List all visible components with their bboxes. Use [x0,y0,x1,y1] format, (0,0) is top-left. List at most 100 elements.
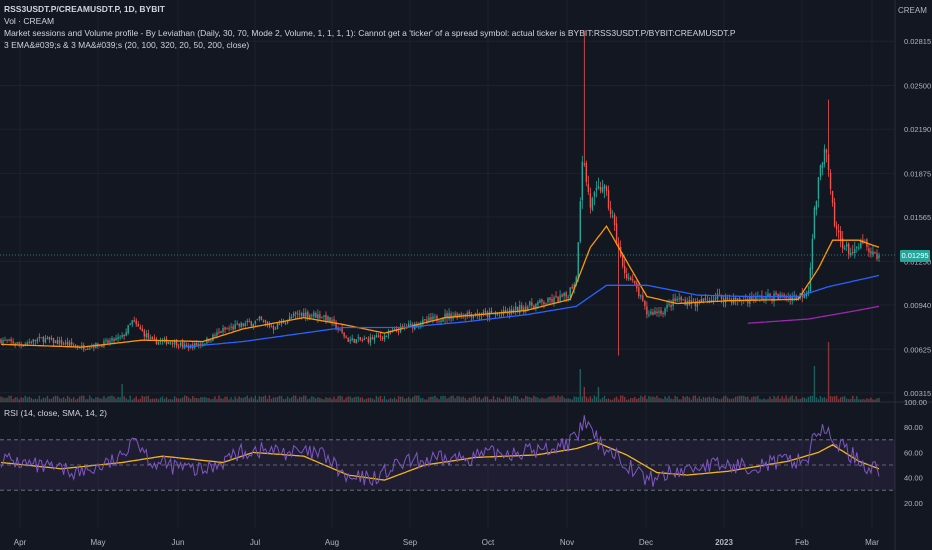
candle-body [339,329,341,331]
volume-bar [77,398,79,402]
volume-bar [547,397,549,402]
volume-profile-legend[interactable]: Market sessions and Volume profile - By … [4,28,736,38]
rsi-legend[interactable]: RSI (14, close, SMA, 14, 2) [4,408,107,418]
volume-bar [706,397,709,402]
volume-bar [694,395,697,402]
rsi-tick-label: 60.00 [904,448,923,457]
candle-body [60,340,63,345]
volume-bar [537,397,539,402]
candle-body [670,305,672,308]
volume-bar [264,395,267,402]
candle-body [137,323,139,327]
volume-bar [36,399,39,402]
volume-bar [391,399,394,402]
volume-bar [504,395,507,402]
candle-body [151,336,154,339]
candle-body [16,342,18,344]
volume-bar [290,397,293,402]
volume-bar [405,398,408,402]
candle-body [839,230,842,240]
volume-bar [700,399,703,402]
candle-body [397,331,400,333]
rsi-tick-label: 80.00 [904,423,923,432]
candle-body [256,319,259,321]
volume-bar [662,398,664,402]
candle-body [0,339,2,344]
volume-bar [135,396,137,402]
volume-bar [385,399,388,402]
candle-body [157,341,160,345]
volume-bar [12,398,14,402]
candle-body [357,337,359,339]
candle-body [230,326,232,328]
volume-bar [835,395,838,402]
volume-bar [799,398,801,402]
candle-body [240,322,242,328]
volume-bar [347,396,349,402]
candle-body [745,298,747,300]
volume-bar [708,396,711,402]
candle-body [694,302,697,306]
time-tick-label: Mar [865,538,879,547]
candle-body [220,330,222,333]
candle-body [8,339,10,341]
candle-body [12,341,14,344]
volume-bar [153,398,156,402]
volume-bar [103,396,105,402]
volume-bar [460,397,462,402]
candle-body [442,318,444,322]
volume-bar [815,397,818,402]
candle-body [426,319,428,322]
volume-bar [399,396,402,402]
volume-bar [274,397,277,402]
volume-bar [565,398,567,402]
volume-bar [478,396,481,402]
volume-bar [236,398,238,402]
volume-bar [496,397,499,402]
candle-body [34,339,37,341]
volume-bar [167,399,170,402]
volume-bar [490,399,493,402]
volume-bar [670,398,672,402]
time-tick-label: 2023 [715,538,733,547]
volume-bar [145,396,148,402]
candle-body [54,340,57,343]
candle-body [878,255,880,258]
volume-bar [666,398,668,402]
candle-body [696,301,699,308]
price-tick-label: 0.00940 [904,301,931,310]
candle-body [539,300,541,304]
candle-body [405,327,408,329]
volume-bar [817,399,820,402]
volume-bar [638,397,640,402]
candle-body [769,293,771,298]
volume-bar [579,369,581,402]
volume-bar [492,395,495,402]
candle-body [159,340,162,342]
volume-bar [593,395,596,402]
volume-bar [549,396,551,402]
volume-bar [311,396,313,402]
volume-bar [26,397,28,402]
candle-body [521,305,523,312]
volume-bar [278,395,281,402]
candle-body [28,342,30,344]
volume-legend[interactable]: Vol · CREAM [4,16,55,26]
volume-bar [171,399,174,402]
candle-body [68,342,71,346]
candle-body [26,342,28,344]
candle-body [365,337,368,339]
symbol-title[interactable]: RSS3USDT.P/CREAMUSDT.P, 1D, BYBIT [4,4,165,14]
ma-legend[interactable]: 3 EMA&#039;s & 3 MA&#039;s (20, 100, 320… [4,40,250,50]
volume-bar [258,396,261,402]
time-tick-label: Apr [14,538,27,547]
volume-bar [803,397,806,402]
volume-bar [543,398,545,402]
volume-bar [204,396,206,402]
volume-bar [831,396,834,402]
volume-bar [517,396,519,402]
volume-bar [408,396,410,402]
candle-body [484,310,487,313]
candle-body [359,337,361,340]
volume-bar [642,397,644,402]
